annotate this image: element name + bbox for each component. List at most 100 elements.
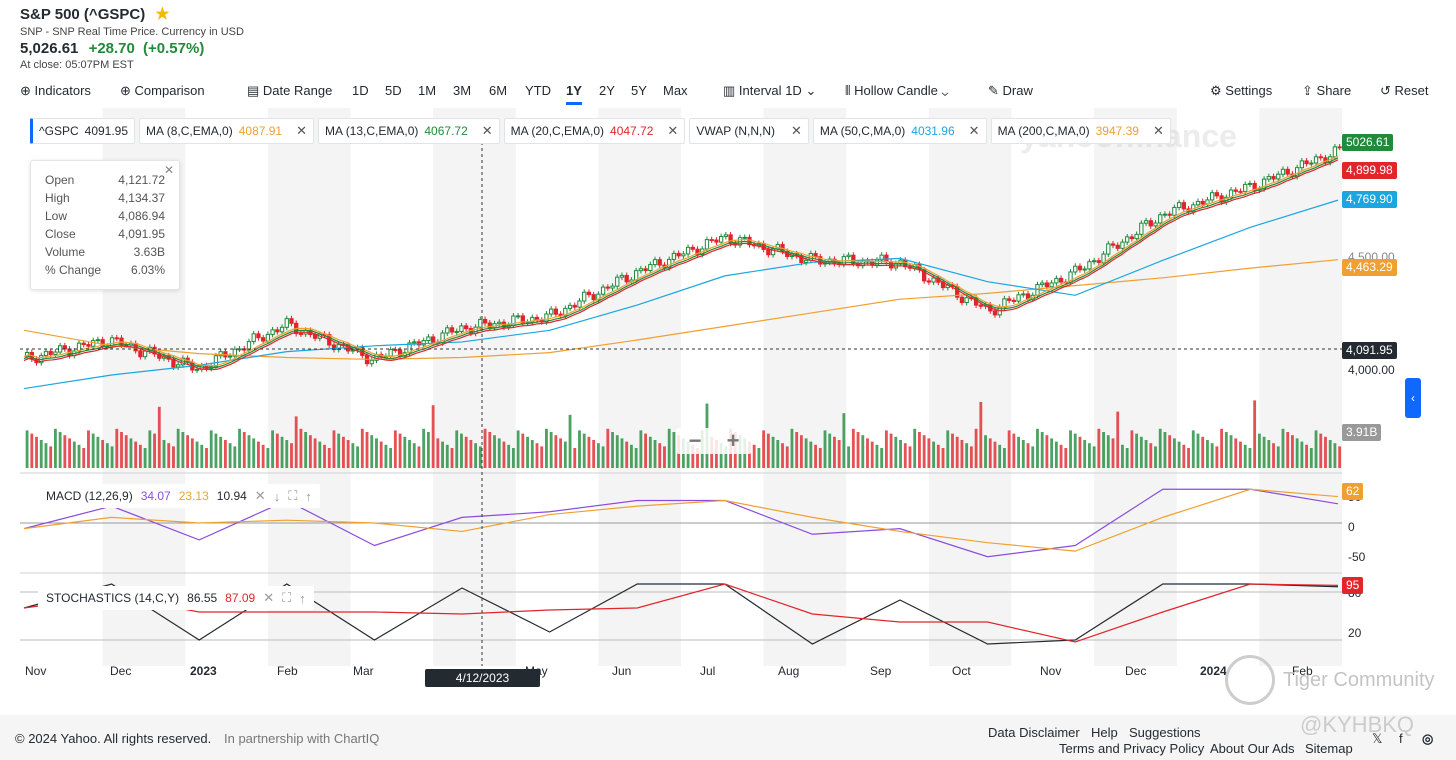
legend-study-ma20[interactable]: MA (20,C,EMA,0) 4047.72 ✕: [503, 118, 686, 144]
candle-body: [591, 294, 596, 301]
ohlc-label: Open: [45, 173, 75, 187]
close-icon[interactable]: ✕: [254, 488, 266, 503]
volume-bar: [403, 436, 407, 468]
volume-bar: [620, 438, 624, 468]
stoch-tag: 95: [1342, 577, 1364, 594]
draw-button[interactable]: ✎ Draw: [988, 83, 1033, 99]
arrow-up-icon[interactable]: ↑: [299, 590, 306, 606]
range-ytd[interactable]: YTD: [525, 83, 551, 98]
footer-link-sitemap[interactable]: Sitemap: [1305, 741, 1353, 756]
candle-body: [605, 286, 610, 289]
chart-type-button[interactable]: ⫴ Hollow Candle ⌄: [845, 83, 949, 99]
ohlc-row: % Change 6.03%: [31, 261, 179, 279]
arrow-up-icon[interactable]: ↑: [305, 488, 312, 504]
legend-study-ma50[interactable]: MA (50,C,MA,0) 4031.96 ✕: [812, 118, 987, 144]
date-range-button[interactable]: ▤ Date Range: [247, 83, 332, 99]
instagram-icon[interactable]: ◎: [1422, 731, 1434, 746]
zoom-out-button[interactable]: −: [688, 428, 702, 453]
arrow-down-icon[interactable]: ↓: [273, 488, 281, 504]
close-icon[interactable]: ✕: [1152, 123, 1164, 138]
expand-icon[interactable]: ⛶: [288, 488, 298, 503]
close-icon[interactable]: ✕: [481, 123, 493, 138]
range-1y[interactable]: 1Y: [566, 83, 582, 105]
star-icon[interactable]: ★: [155, 6, 170, 23]
range-6m[interactable]: 6M: [489, 83, 508, 98]
candle-body: [1280, 168, 1286, 175]
candle-body: [459, 325, 464, 333]
settings-button[interactable]: ⚙ Settings: [1210, 83, 1272, 99]
range-5y[interactable]: 5Y: [631, 83, 647, 98]
close-icon[interactable]: ✕: [667, 123, 679, 138]
range-max[interactable]: Max: [663, 83, 688, 98]
candle-body: [695, 248, 700, 256]
candle-body: [1125, 236, 1130, 243]
volume-bar: [545, 428, 548, 468]
volume-bar: [266, 448, 270, 468]
candle-body: [600, 286, 606, 295]
volume-bar: [639, 430, 643, 468]
candle-body: [445, 327, 450, 334]
volume-bar: [1154, 446, 1157, 468]
reset-button[interactable]: ↺ Reset: [1380, 83, 1429, 99]
range-5d[interactable]: 5D: [385, 83, 402, 98]
chevron-left-icon[interactable]: ‹: [1405, 378, 1421, 418]
legend-study-ma13[interactable]: MA (13,C,EMA,0) 4067.72 ✕: [318, 118, 500, 144]
volume-bar: [1054, 441, 1058, 468]
x-social-icon[interactable]: 𝕏: [1372, 731, 1383, 746]
footer-link-ads[interactable]: About Our Ads: [1210, 741, 1295, 756]
footer-link-help[interactable]: Help: [1091, 725, 1118, 740]
candle-body: [1139, 222, 1144, 235]
facebook-icon[interactable]: f: [1399, 731, 1403, 746]
month-band: [267, 108, 351, 666]
price-chart[interactable]: [20, 108, 1342, 666]
candle-body: [728, 234, 733, 244]
indicators-button[interactable]: ⊕ Indicators: [20, 83, 91, 99]
legend-study-vwap[interactable]: VWAP (N,N,N) ✕: [689, 118, 809, 144]
footer-link-suggestions[interactable]: Suggestions: [1129, 725, 1201, 740]
volume-bar: [918, 432, 921, 468]
candle-body: [412, 341, 417, 344]
candle-body: [289, 318, 294, 324]
range-1d[interactable]: 1D: [352, 83, 369, 98]
legend-symbol[interactable]: ^GSPC 4091.95: [30, 118, 136, 144]
legend-study-ma200[interactable]: MA (200,C,MA,0) 3947.39 ✕: [990, 118, 1171, 144]
candle-body: [964, 297, 969, 304]
candle-body: [544, 313, 549, 323]
volume-bar: [1191, 430, 1195, 468]
volume-bar: [1073, 433, 1077, 468]
volume-bar: [450, 448, 454, 468]
footer-link-terms[interactable]: Terms and Privacy Policy: [1059, 741, 1205, 756]
close-icon[interactable]: ✕: [968, 123, 980, 138]
candle-body: [1143, 220, 1149, 224]
zoom-in-button[interactable]: +: [726, 428, 740, 453]
chart-area[interactable]: [20, 108, 1342, 666]
interval-button[interactable]: ▥ Interval 1D ⌄: [723, 83, 816, 99]
volume-bar: [530, 440, 534, 468]
volume-bar: [974, 428, 978, 468]
candle-body: [813, 253, 818, 258]
close-icon[interactable]: ✕: [296, 123, 308, 138]
quote-price: 5,026.61: [20, 40, 79, 57]
comparison-button[interactable]: ⊕ Comparison: [120, 83, 205, 99]
range-3m[interactable]: 3M: [453, 83, 472, 98]
range-2y[interactable]: 2Y: [599, 83, 615, 98]
close-icon[interactable]: ✕: [163, 163, 174, 177]
candle-body: [497, 321, 502, 325]
candle-body: [1115, 244, 1120, 249]
candle-body: [926, 280, 932, 283]
candle-body: [218, 351, 223, 357]
close-icon[interactable]: ✕: [263, 590, 275, 605]
footer-link-disclaimer[interactable]: Data Disclaimer: [988, 725, 1080, 740]
gear-icon: ⚙: [1210, 83, 1222, 98]
macd-line: [23, 488, 1339, 558]
candle-body: [714, 239, 719, 243]
volume-bar: [101, 440, 105, 468]
share-icon: ⇪: [1302, 83, 1313, 98]
close-icon[interactable]: ✕: [791, 123, 802, 138]
share-button[interactable]: ⇪ Share: [1302, 83, 1351, 99]
volume-bar: [1149, 443, 1153, 468]
range-1m[interactable]: 1M: [418, 83, 437, 98]
study-value: 4031.96: [911, 124, 955, 138]
expand-icon[interactable]: ⛶: [282, 590, 292, 605]
legend-study-ma8[interactable]: MA (8,C,EMA,0) 4087.91 ✕: [139, 118, 315, 144]
